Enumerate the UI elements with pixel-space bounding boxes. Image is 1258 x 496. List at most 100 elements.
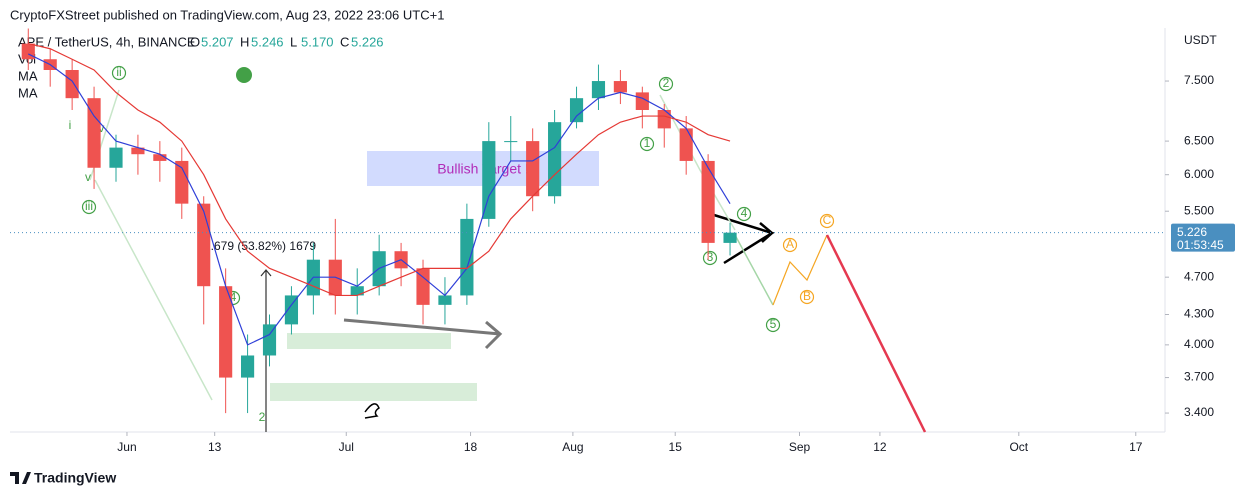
candle-body xyxy=(591,81,606,99)
candle-body xyxy=(613,81,627,93)
candle-body xyxy=(350,286,364,296)
candle-body xyxy=(416,268,430,305)
wave-circle xyxy=(81,199,97,215)
x-tick-label: Jun xyxy=(117,440,136,454)
ohlc-value: 5.207 xyxy=(201,34,234,49)
x-tick-label: 15 xyxy=(669,440,683,454)
support-box xyxy=(270,383,477,401)
wave-circles xyxy=(81,65,835,333)
wave-label: 4 xyxy=(741,206,748,220)
arrow xyxy=(343,318,503,350)
candle-body xyxy=(241,355,255,378)
x-tick-label: Aug xyxy=(562,440,583,454)
x-tick-label: Oct xyxy=(1009,440,1028,454)
candle-body xyxy=(679,128,693,161)
candle-body xyxy=(482,141,496,219)
wave-circle xyxy=(782,237,798,253)
candle-body xyxy=(131,147,145,155)
candle-body xyxy=(197,203,211,287)
marker xyxy=(236,67,252,83)
x-tick-label: 12 xyxy=(873,440,887,454)
y-tick-label: 5.500 xyxy=(1184,203,1214,217)
wave-line xyxy=(89,89,213,401)
scribble xyxy=(364,403,380,419)
candle-body xyxy=(569,98,584,123)
candle-body xyxy=(175,160,189,204)
projection xyxy=(825,234,927,433)
wave-label: C xyxy=(823,213,832,227)
candle-body xyxy=(284,295,299,325)
y-tick-label: 4.300 xyxy=(1184,307,1214,321)
wave-labels: ii i iv v iii 4 2 2 1 4 3 5 A B C xyxy=(69,65,832,424)
logo-mark xyxy=(10,472,31,484)
y-tick-label: 6.000 xyxy=(1184,167,1214,181)
wave-label: 2 xyxy=(259,410,266,424)
ohlc-value: 5.226 xyxy=(351,34,384,49)
ma-line xyxy=(28,43,731,297)
x-tick-label: Jul xyxy=(339,440,354,454)
wave-circle xyxy=(702,250,718,266)
candle-body xyxy=(262,324,277,356)
ohlc-key: O xyxy=(190,34,200,49)
y-tick-label: 7.500 xyxy=(1184,73,1214,87)
wave-circle xyxy=(111,65,127,81)
y-tick-label: 3.700 xyxy=(1184,370,1214,384)
ma-line xyxy=(28,53,731,346)
ma-label: MA xyxy=(18,85,38,100)
logo: TradingView xyxy=(10,470,116,486)
x-tick-label: 18 xyxy=(464,440,478,454)
wave-label: v xyxy=(85,170,91,184)
y-tick-label: 4.000 xyxy=(1184,337,1214,351)
candle-body xyxy=(153,154,167,161)
candle-body xyxy=(21,43,35,60)
x-tick-label: 17 xyxy=(1129,440,1143,454)
y-tick-label: 3.400 xyxy=(1184,405,1214,419)
wave-label: A xyxy=(786,237,794,251)
ohlc-value: 5.246 xyxy=(251,34,284,49)
publisher-note: CryptoFXStreet published on TradingView.… xyxy=(10,7,444,22)
wave-label: 3 xyxy=(707,250,714,264)
wave-label: ii xyxy=(116,65,121,79)
ma-label: MA xyxy=(18,68,38,83)
candle-body xyxy=(701,160,715,243)
candle-body xyxy=(65,69,79,99)
candle-body xyxy=(526,141,540,197)
wave-label: 1 xyxy=(644,136,651,150)
wave-label: 4 xyxy=(230,290,237,304)
wave-label: 2 xyxy=(663,76,670,90)
wave-label: 5 xyxy=(770,317,777,331)
wave-circle xyxy=(799,289,815,305)
ohlc-key: L xyxy=(290,34,297,49)
measure-label: 1.679 (53.82%) 1679 xyxy=(204,239,316,253)
wave-circle xyxy=(658,76,674,92)
candle-body xyxy=(219,286,233,378)
price-tag xyxy=(1171,223,1235,252)
projection xyxy=(734,234,774,306)
support-box xyxy=(287,333,451,349)
price-tag-countdown: 01:53:45 xyxy=(1177,238,1224,252)
ohlc-legend: O 5.207 H 5.246 L 5.170 C 5.226 xyxy=(190,34,384,49)
triangle xyxy=(713,213,775,265)
footer: TradingView xyxy=(34,470,116,486)
wave-label: i xyxy=(69,118,72,132)
wave-label: iii xyxy=(85,199,93,213)
wave-circle xyxy=(736,206,752,222)
wave-circle xyxy=(765,317,781,333)
candle-body xyxy=(657,109,671,129)
projection xyxy=(772,234,828,306)
ohlc-key: C xyxy=(340,34,349,49)
wave-circle xyxy=(819,213,835,229)
wave-line xyxy=(659,94,736,231)
ohlc-key: H xyxy=(240,34,249,49)
y-tick-label: 6.500 xyxy=(1184,133,1214,147)
x-tick-label: 13 xyxy=(208,440,222,454)
candle-body xyxy=(438,295,452,305)
currency: USDT xyxy=(1184,33,1217,47)
ohlc-value: 5.170 xyxy=(301,34,334,49)
price-tag-value: 5.226 xyxy=(1177,225,1207,239)
symbol: APE / TetherUS, 4h, BINANCE xyxy=(18,34,196,49)
candle-body xyxy=(87,98,101,168)
candle-body xyxy=(504,141,518,143)
wave-circle xyxy=(639,136,655,152)
